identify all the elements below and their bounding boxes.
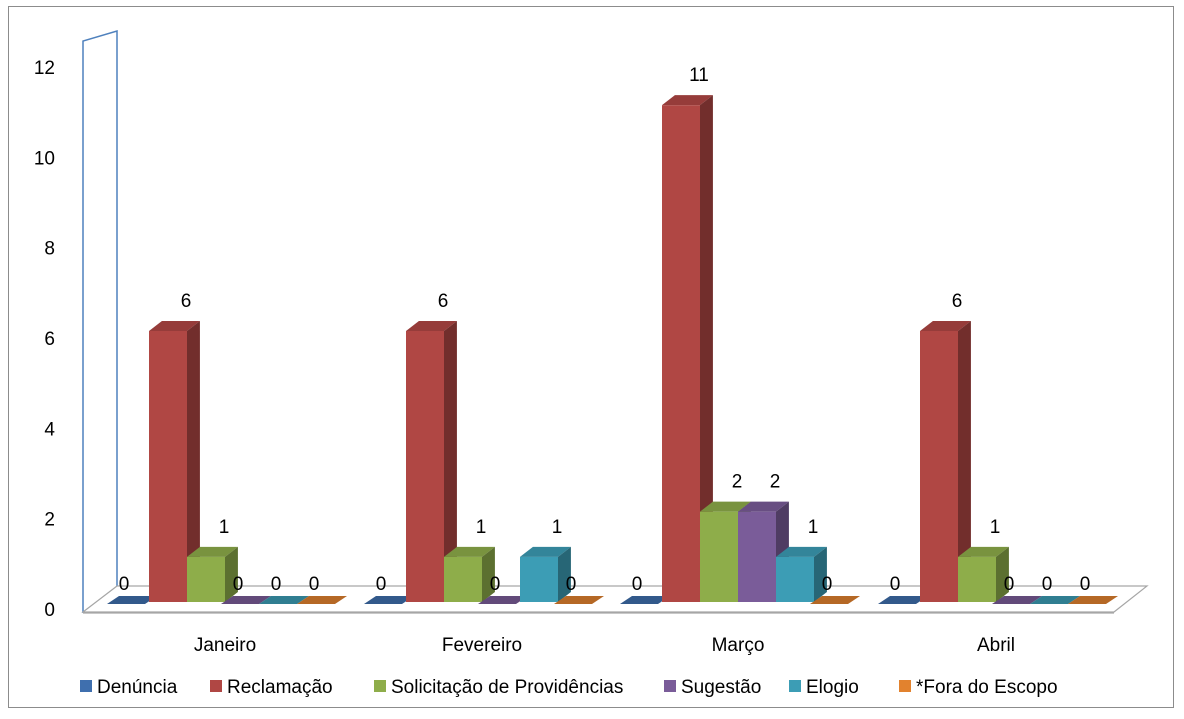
bar-abril-fora-do-escopo	[1068, 596, 1118, 604]
x-tick-label: Janeiro	[194, 635, 256, 656]
chart-frame: 0 2 4 6 8 10 12 0 6 1 0 0 0 0 6 1 0 1 0 0 11 2 2 1 0 0 6 1 0 0 0 Jane…	[8, 6, 1174, 708]
data-label-janeiro-sugestao: 0	[233, 574, 244, 595]
chart-walls	[81, 29, 1149, 614]
legend-item-reclamacao: Reclamação	[210, 677, 333, 698]
bar-fevereiro-sugestao	[478, 596, 528, 604]
bar-fevereiro-reclamacao	[406, 321, 457, 602]
data-label-marco-solicitacao-de-providencias: 2	[732, 472, 743, 493]
x-tick-label: Março	[712, 635, 765, 656]
data-label-fevereiro-fora-do-escopo: 0	[566, 574, 577, 595]
data-label-janeiro-elogio: 0	[271, 574, 282, 595]
bar-fevereiro-denuncia	[364, 596, 414, 604]
y-axis: 0 2 4 6 8 10 12	[34, 58, 56, 621]
legend-item-fora-do-escopo: *Fora do Escopo	[899, 677, 1058, 698]
bar-janeiro-fora-do-escopo	[297, 596, 347, 604]
data-label-marco-sugestao: 2	[770, 472, 781, 493]
legend-item-sugestao: Sugestão	[664, 677, 761, 698]
legend-swatch	[374, 680, 386, 692]
data-label-marco-denuncia: 0	[632, 574, 643, 595]
data-label-abril-elogio: 0	[1042, 574, 1053, 595]
y-tick-label: 2	[44, 510, 55, 531]
legend: Denúncia Reclamação Solicitação de Providê…	[80, 677, 1058, 698]
legend-swatch	[210, 680, 222, 692]
data-label-fevereiro-sugestao: 0	[490, 574, 501, 595]
data-label-abril-solicitacao-de-providencias: 1	[990, 517, 1001, 538]
legend-swatch	[664, 680, 676, 692]
bar-marco-denuncia	[620, 596, 670, 604]
floor	[81, 585, 1149, 613]
data-label-janeiro-fora-do-escopo: 0	[309, 574, 320, 595]
legend-swatch	[789, 680, 801, 692]
y-tick-label: 6	[44, 329, 55, 350]
data-label-abril-fora-do-escopo: 0	[1080, 574, 1091, 595]
data-label-fevereiro-elogio: 1	[552, 517, 563, 538]
legend-swatch	[899, 680, 911, 692]
data-label-abril-denuncia: 0	[890, 574, 901, 595]
legend-label: Reclamação	[227, 677, 333, 698]
x-tick-label: Abril	[977, 635, 1015, 656]
legend-label: Denúncia	[97, 677, 178, 698]
bar-janeiro-denuncia	[107, 596, 157, 604]
legend-item-elogio: Elogio	[789, 677, 859, 698]
y-tick-label: 4	[44, 419, 55, 440]
legend-label: *Fora do Escopo	[916, 677, 1058, 698]
bar-janeiro-solicitacao-de-providencias	[187, 546, 238, 602]
legend-item-solicitacao-de-providencias: Solicitação de Providências	[374, 677, 623, 698]
data-label-janeiro-reclamacao: 6	[181, 291, 192, 312]
x-axis: Janeiro Fevereiro Março Abril	[194, 635, 1015, 656]
data-label-fevereiro-denuncia: 0	[376, 574, 387, 595]
bar-abril-elogio	[1030, 596, 1080, 604]
back-wall	[82, 29, 118, 614]
bars	[107, 95, 1118, 604]
legend-swatch	[80, 680, 92, 692]
legend-item-denuncia: Denúncia	[80, 677, 178, 698]
data-label-fevereiro-reclamacao: 6	[438, 291, 449, 312]
bar-fevereiro-elogio	[520, 546, 571, 602]
data-label-marco-fora-do-escopo: 0	[822, 574, 833, 595]
bar-abril-solicitacao-de-providencias	[958, 546, 1009, 602]
bar-fevereiro-solicitacao-de-providencias	[444, 546, 495, 602]
data-label-janeiro-solicitacao-de-providencias: 1	[219, 517, 230, 538]
legend-label: Elogio	[806, 677, 859, 698]
y-tick-label: 10	[34, 148, 55, 169]
data-label-janeiro-denuncia: 0	[119, 574, 130, 595]
bar-abril-sugestao	[992, 596, 1042, 604]
data-label-abril-reclamacao: 6	[952, 291, 963, 312]
x-tick-label: Fevereiro	[442, 635, 522, 656]
bar-marco-fora-do-escopo	[810, 596, 860, 604]
y-tick-label: 8	[44, 239, 55, 260]
bar-abril-reclamacao	[920, 321, 971, 602]
y-tick-label: 0	[44, 600, 55, 621]
data-label-abril-sugestao: 0	[1004, 574, 1015, 595]
data-label-fevereiro-solicitacao-de-providencias: 1	[476, 517, 487, 538]
bar-abril-denuncia	[878, 596, 928, 604]
bar-janeiro-sugestao	[221, 596, 271, 604]
data-label-marco-elogio: 1	[808, 517, 819, 538]
data-label-marco-reclamacao: 11	[689, 65, 709, 86]
bar-marco-elogio	[776, 546, 827, 602]
legend-label: Sugestão	[681, 677, 761, 698]
y-tick-label: 12	[34, 58, 55, 79]
bar-janeiro-elogio	[259, 596, 309, 604]
bar-janeiro-reclamacao	[149, 321, 200, 602]
bar-marco-reclamacao	[662, 95, 713, 603]
bar-fevereiro-fora-do-escopo	[554, 596, 604, 604]
legend-label: Solicitação de Providências	[391, 677, 623, 698]
